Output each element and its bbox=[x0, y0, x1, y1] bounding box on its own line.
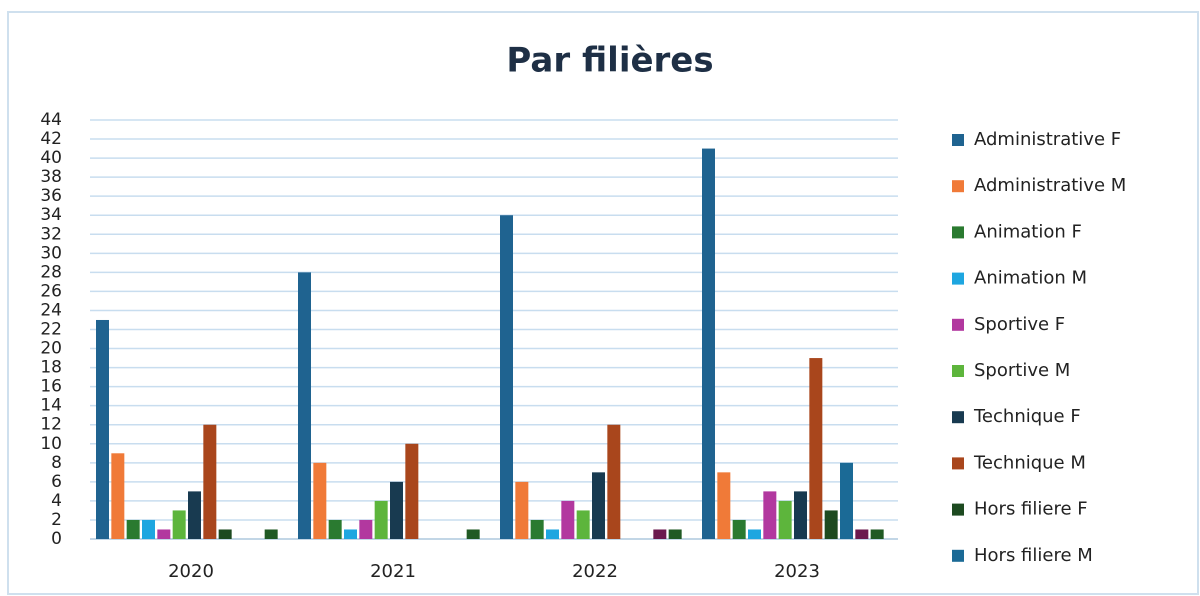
bar bbox=[157, 529, 171, 539]
legend-label: Hors filiere M bbox=[974, 545, 1093, 566]
legend-label: Hors filiere F bbox=[974, 499, 1088, 520]
legend-label: Administrative F bbox=[974, 129, 1121, 150]
y-tick-label: 2 bbox=[51, 510, 62, 530]
legend-swatch bbox=[952, 411, 964, 424]
legend-label: Sportive M bbox=[974, 360, 1070, 381]
bar bbox=[717, 472, 731, 539]
bar bbox=[668, 529, 682, 539]
y-tick-label: 22 bbox=[40, 320, 62, 340]
bar bbox=[748, 529, 761, 539]
bar bbox=[702, 148, 715, 539]
legend-swatch bbox=[952, 134, 964, 146]
y-tick-label: 32 bbox=[40, 224, 62, 244]
y-tick-label: 12 bbox=[40, 415, 62, 435]
y-tick-label: 6 bbox=[51, 472, 62, 492]
legend-label: Sportive F bbox=[974, 314, 1065, 335]
bar bbox=[188, 491, 201, 539]
legend-swatch bbox=[952, 503, 964, 516]
y-tick-label: 28 bbox=[40, 262, 62, 282]
x-tick-label: 2023 bbox=[774, 561, 820, 582]
bar bbox=[313, 462, 327, 539]
y-tick-label: 10 bbox=[40, 434, 62, 454]
bar bbox=[126, 519, 140, 539]
legend-swatch bbox=[952, 457, 964, 470]
legend-swatch bbox=[952, 272, 964, 285]
y-tick-label: 34 bbox=[40, 205, 62, 225]
x-tick-label: 2022 bbox=[572, 561, 618, 582]
y-tick-label: 18 bbox=[40, 358, 62, 378]
bar bbox=[592, 472, 605, 539]
bar bbox=[466, 529, 480, 539]
bar bbox=[530, 519, 544, 539]
bar bbox=[607, 424, 621, 539]
bar bbox=[344, 529, 357, 539]
bar bbox=[732, 519, 746, 539]
bar bbox=[778, 500, 792, 539]
y-tick-label: 4 bbox=[51, 491, 62, 511]
bar bbox=[264, 529, 278, 539]
bar bbox=[653, 529, 667, 539]
bar bbox=[576, 510, 590, 539]
bar bbox=[96, 319, 109, 539]
legend-swatch bbox=[952, 549, 964, 562]
y-tick-label: 26 bbox=[40, 281, 62, 301]
y-tick-label: 14 bbox=[40, 396, 62, 416]
y-tick-label: 30 bbox=[40, 243, 62, 263]
legend-label: Technique M bbox=[973, 452, 1086, 473]
legend-swatch bbox=[952, 318, 964, 331]
y-tick-label: 44 bbox=[40, 110, 62, 130]
x-tick-label: 2020 bbox=[168, 561, 214, 582]
bar bbox=[218, 529, 232, 539]
bar bbox=[359, 519, 373, 539]
y-tick-label: 42 bbox=[40, 129, 62, 149]
legend-label: Technique F bbox=[973, 406, 1081, 427]
y-tick-label: 24 bbox=[40, 300, 62, 320]
y-tick-label: 38 bbox=[40, 167, 62, 187]
bar bbox=[111, 453, 125, 539]
y-tick-label: 20 bbox=[40, 339, 62, 359]
bar bbox=[172, 510, 186, 539]
bar bbox=[390, 481, 403, 539]
y-tick-label: 36 bbox=[40, 186, 62, 206]
bar bbox=[763, 491, 777, 539]
bar bbox=[809, 358, 823, 539]
legend-swatch bbox=[952, 180, 964, 193]
bar bbox=[298, 272, 311, 539]
bar bbox=[374, 500, 388, 539]
bar bbox=[142, 519, 155, 539]
legend-label: Animation M bbox=[974, 268, 1087, 289]
y-tick-label: 0 bbox=[51, 529, 62, 549]
bar bbox=[500, 215, 513, 539]
bar bbox=[561, 500, 575, 539]
bar bbox=[855, 529, 869, 539]
bar bbox=[824, 510, 838, 539]
bar bbox=[328, 519, 342, 539]
legend-label: Animation F bbox=[974, 221, 1082, 242]
y-tick-label: 8 bbox=[51, 453, 62, 473]
bar bbox=[870, 529, 884, 539]
y-tick-label: 16 bbox=[40, 377, 62, 397]
legend-swatch bbox=[952, 365, 964, 377]
bar bbox=[515, 481, 529, 539]
bar bbox=[840, 462, 853, 539]
chart-title: Par filières bbox=[506, 41, 713, 81]
bar bbox=[203, 424, 217, 539]
bar bbox=[794, 491, 807, 539]
legend-swatch bbox=[952, 226, 964, 239]
x-tick-label: 2021 bbox=[370, 561, 416, 582]
y-tick-label: 40 bbox=[40, 148, 62, 168]
bar bbox=[405, 443, 419, 539]
legend-label: Administrative M bbox=[974, 175, 1126, 196]
bar bbox=[546, 529, 559, 539]
